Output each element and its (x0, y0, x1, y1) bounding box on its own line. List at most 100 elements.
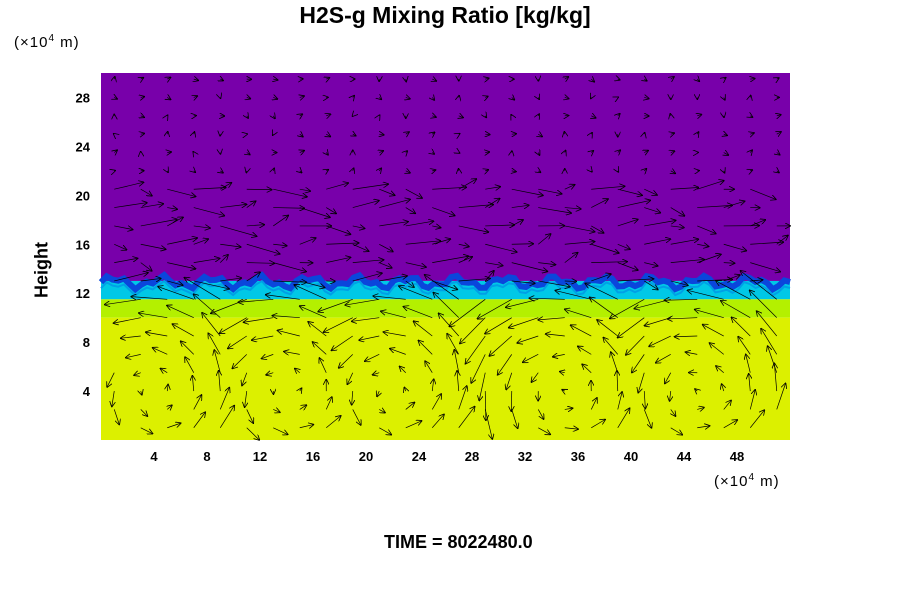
wind-vector (121, 336, 141, 338)
wind-vector (670, 188, 698, 190)
wind-vector (591, 262, 627, 263)
wind-vector (352, 226, 365, 229)
wind-vector (611, 352, 619, 373)
wind-vector (114, 317, 141, 323)
wind-vector (512, 97, 514, 99)
wind-vector (538, 134, 542, 136)
wind-vector (326, 134, 330, 136)
wind-vector (247, 116, 248, 118)
wind-vector (564, 408, 573, 409)
wind-vector (345, 298, 380, 305)
x-tick-label: 44 (677, 449, 692, 464)
wind-vector (219, 406, 234, 428)
wind-vector (379, 243, 392, 251)
wind-vector (167, 262, 195, 269)
wind-vector (404, 388, 405, 391)
wind-vector (750, 188, 775, 199)
wind-vector (266, 373, 274, 375)
wind-vector (523, 354, 539, 362)
wind-vector (724, 78, 726, 79)
wind-vector (140, 427, 153, 434)
wind-vector (352, 317, 380, 322)
wind-vector (485, 116, 486, 117)
wind-vector (404, 307, 433, 318)
wind-vector (710, 343, 724, 355)
wind-vector (379, 276, 407, 282)
wind-vector (193, 188, 226, 190)
wind-vector (126, 354, 141, 357)
wind-vector (273, 427, 287, 435)
wind-vector (390, 349, 406, 355)
wind-vector (750, 170, 752, 171)
wind-vector (741, 271, 777, 300)
wind-vector (565, 309, 592, 319)
wind-vector (405, 262, 426, 267)
x-tick-label: 4 (150, 449, 158, 464)
wind-vector (553, 354, 565, 356)
wind-vector (432, 132, 434, 134)
wind-vector (339, 354, 353, 367)
wind-vector (591, 171, 592, 172)
wind-vector (671, 151, 675, 152)
wind-vector (564, 185, 575, 189)
wind-vector (432, 256, 468, 263)
wind-vector (697, 181, 723, 190)
x-tick-label: 16 (306, 449, 320, 464)
wind-vector (379, 151, 383, 153)
wind-vector (697, 79, 699, 81)
wind-vector (326, 243, 358, 244)
wind-vector (379, 97, 381, 99)
wind-vector (432, 97, 434, 99)
wind-vector (173, 324, 194, 337)
wind-vector (245, 391, 247, 407)
wind-vector (406, 97, 410, 98)
wind-vector (193, 207, 224, 216)
y-tick-label: 12 (76, 286, 90, 301)
wind-vector (247, 97, 250, 98)
wind-vector (644, 97, 648, 98)
wind-vector (511, 188, 543, 195)
wind-vector (618, 114, 620, 116)
wind-vector (485, 152, 489, 153)
wind-vector (273, 188, 306, 197)
wind-vector (140, 188, 152, 195)
wind-vector (562, 390, 564, 391)
wind-vector (140, 219, 177, 227)
wind-vector (571, 325, 592, 337)
wind-vector (564, 428, 578, 429)
wind-vector (697, 254, 720, 263)
wind-vector (670, 226, 684, 228)
wind-vector (431, 415, 444, 428)
wind-vector (671, 133, 674, 134)
y-tick-label: 16 (76, 237, 90, 252)
wind-vector (158, 287, 194, 300)
wind-vector (565, 151, 566, 153)
wind-vector (273, 169, 274, 171)
wind-vector (538, 427, 550, 435)
wind-vector (114, 150, 117, 152)
wind-vector (617, 243, 630, 249)
wind-vector (400, 367, 406, 373)
wind-vector (776, 236, 788, 245)
wind-vector (373, 296, 406, 300)
wind-vector (458, 386, 467, 410)
wind-vector (185, 278, 221, 300)
wind-vector (668, 318, 698, 319)
wind-vector (141, 133, 144, 134)
wind-vector (460, 317, 486, 344)
wind-vector (194, 96, 197, 97)
wind-vector (273, 116, 275, 118)
wind-vector (485, 78, 488, 79)
wind-vector (517, 335, 539, 343)
wind-vector (167, 405, 171, 409)
wind-vector (300, 171, 302, 173)
wind-vector (273, 97, 277, 99)
wind-vector (617, 188, 642, 195)
wind-vector (246, 272, 260, 282)
wind-vector (479, 372, 486, 401)
wind-vector (425, 361, 433, 373)
wind-vector (697, 426, 709, 428)
wind-vector (432, 79, 436, 81)
wind-vector (538, 263, 555, 265)
wind-vector (352, 391, 353, 405)
